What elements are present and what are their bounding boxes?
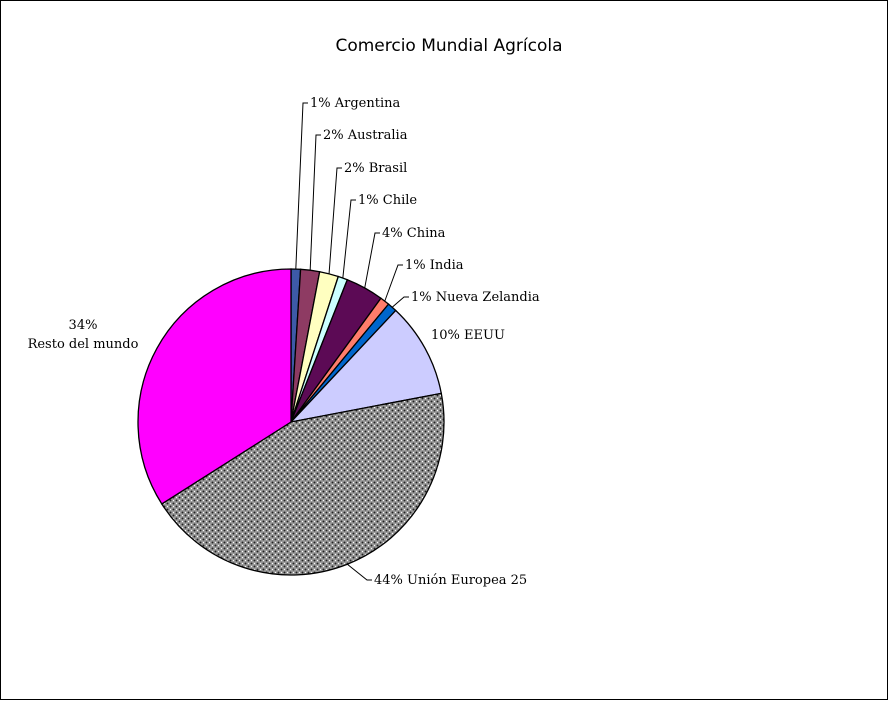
slice-label: 44% Unión Europea 25 (374, 573, 527, 588)
slice-label: 1% Nueva Zelandia (411, 290, 540, 305)
leader-line (342, 199, 356, 279)
chart-title: Comercio Mundial Agrícola (335, 36, 562, 56)
slice-labels: 1% Argentina 2% Australia 2% Brasil 1% Chil… (28, 96, 540, 588)
leader-line (328, 167, 342, 274)
leader-line (384, 264, 403, 302)
slice-label: 10% EEUU (431, 328, 505, 343)
leader-line (347, 563, 372, 581)
leader-line (391, 296, 409, 308)
slice-label: 1% India (405, 258, 464, 273)
pie-slice-unión-europea-25 (160, 392, 445, 576)
slice-label: 1% Argentina (310, 96, 401, 111)
pie-slice-resto-del-mundo (137, 268, 292, 505)
pie-slice-eeuu (289, 309, 443, 424)
slice-label: 4% China (382, 226, 446, 241)
leader-line (295, 102, 308, 270)
slice-label: 1% Chile (358, 193, 417, 208)
leader-lines (295, 102, 409, 581)
slice-label: 34% Resto del mundo (28, 318, 139, 352)
leader-line (364, 232, 380, 289)
slice-label: 2% Brasil (344, 161, 407, 176)
leader-line (309, 134, 321, 271)
slice-label: 2% Australia (323, 128, 408, 143)
pie-slices (137, 268, 445, 576)
